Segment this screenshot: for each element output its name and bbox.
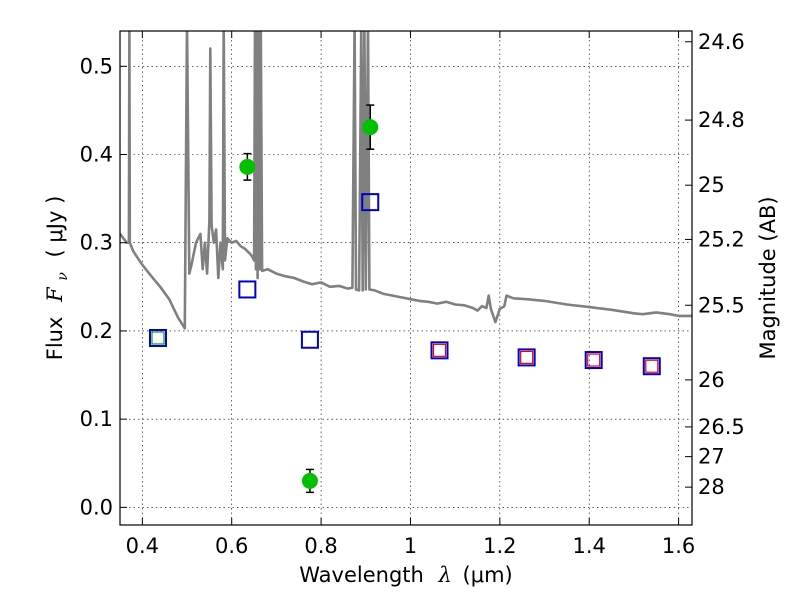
axis-ticks: 0.4 0.6 0.8 1 1.2 1.4 1.6 0.0 0.1 0.2 0.3 0.4 0.5 24.… (80, 30, 745, 558)
model-square (148, 328, 167, 347)
model-square (300, 330, 319, 349)
x-axis-symbol: λ (438, 563, 452, 587)
y-axis-symbol: F (43, 286, 67, 303)
x-tick-label: 1.6 (662, 534, 695, 558)
model-square (517, 348, 536, 367)
model-inner-square (520, 350, 534, 364)
grid (120, 31, 692, 525)
observed-point (301, 472, 318, 489)
x-tick-label: 1 (404, 534, 417, 558)
model-square (238, 280, 257, 299)
x-tick-label: 0.6 (215, 534, 248, 558)
spectrum-line (120, 31, 692, 330)
x-axis-label: Wavelength (299, 563, 424, 587)
x-tick-label: 1.2 (483, 534, 516, 558)
y2-tick-label: 25.5 (698, 293, 745, 317)
y-axis-unit: ( μJy ) (43, 196, 67, 258)
y2-tick-label: 27 (698, 445, 725, 469)
y2-tick-label: 28 (698, 475, 725, 499)
y2-tick-label: 24.8 (698, 108, 745, 132)
model-inner-square (151, 331, 165, 345)
model-inner-square (645, 359, 659, 373)
data-markers (148, 104, 661, 494)
y-tick-label: 0.0 (80, 495, 113, 519)
model-square (361, 193, 380, 212)
x-axis-unit: (μm) (463, 563, 513, 587)
model-spectrum (120, 31, 692, 330)
y-tick-label: 0.1 (80, 407, 113, 431)
y-axis-title: Flux F ν ( μJy ) (43, 196, 72, 361)
model-square (642, 357, 661, 376)
plot-frame (119, 30, 693, 526)
y-axis-label: Flux (43, 317, 67, 361)
model-square (584, 351, 603, 370)
x-tick-label: 1.4 (573, 534, 606, 558)
y2-tick-label: 25 (698, 173, 725, 197)
observed-point (362, 119, 379, 136)
y2-tick-label: 25.2 (698, 227, 745, 251)
y-axis-subscript: ν (55, 272, 71, 281)
model-inner-square (432, 343, 447, 357)
y2-axis-title: Magnitude (AB) (756, 196, 780, 359)
x-tick-label: 0.8 (304, 534, 337, 558)
y-tick-label: 0.5 (80, 54, 113, 78)
x-tick-label: 0.4 (126, 534, 159, 558)
y2-tick-label: 24.6 (698, 30, 745, 54)
y2-tick-label: 26.5 (698, 415, 745, 439)
observed-point (239, 158, 256, 175)
model-inner-square (587, 353, 601, 367)
x-axis-title: Wavelength λ (μm) (299, 563, 512, 587)
y2-tick-label: 26 (698, 368, 725, 392)
y-tick-label: 0.2 (80, 319, 113, 343)
y-tick-label: 0.4 (80, 143, 113, 167)
model-square (430, 341, 449, 360)
y-tick-label: 0.3 (80, 231, 113, 255)
